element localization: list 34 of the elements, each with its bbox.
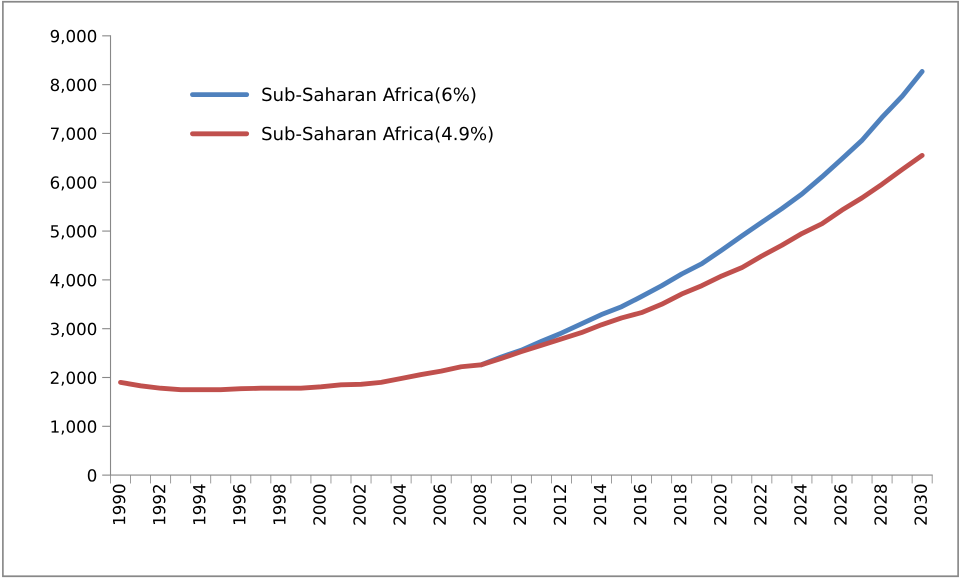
x-tick-label: 2020: [714, 484, 727, 525]
x-tick-label: 2030: [914, 484, 927, 525]
x-tick-label: 2016: [634, 484, 646, 525]
x-tick-label: 2018: [674, 484, 686, 525]
x-tick-label: 2010: [514, 484, 526, 525]
y-tick-label: 6,000: [50, 176, 96, 191]
x-tick-label: 2026: [834, 484, 847, 525]
x-tick-label: 1994: [192, 484, 206, 524]
y-tick-label: 5,000: [50, 225, 96, 240]
x-tick-label: 2008: [473, 484, 486, 525]
x-tick-label: 2002: [353, 485, 366, 525]
x-tick-label: 2024: [794, 484, 807, 525]
y-tick-label: 9,000: [50, 30, 96, 44]
y-tick-label: 3,000: [50, 322, 96, 337]
legend-label: Sub-Saharan Africa(4.9%): [262, 126, 493, 142]
y-tick-label: 8,000: [50, 78, 96, 93]
x-tick-label: 2022: [754, 485, 767, 525]
y-tick-label: 7,000: [50, 127, 96, 142]
line-series: [118, 152, 925, 392]
x-tick-label: 2000: [313, 484, 326, 525]
x-tick-label: 2028: [874, 484, 887, 525]
x-tick-label: 2006: [433, 484, 446, 525]
legend-label: Sub-Saharan Africa(6%): [262, 87, 476, 104]
y-tick-label: 4,000: [50, 274, 96, 288]
x-tick-label: 1998: [273, 484, 286, 524]
y-tick-label: 1,000: [51, 420, 96, 435]
y-tick-label: 2,000: [50, 371, 96, 386]
x-tick-label: 2004: [393, 484, 406, 525]
x-tick-label: 1996: [233, 484, 246, 524]
x-tick-label: 1990: [112, 484, 126, 524]
x-tick-label: 1992: [152, 485, 166, 524]
x-tick-label: 2012: [554, 485, 566, 525]
x-tick-label: 2014: [594, 484, 606, 525]
y-tick-label: 0: [88, 469, 96, 482]
